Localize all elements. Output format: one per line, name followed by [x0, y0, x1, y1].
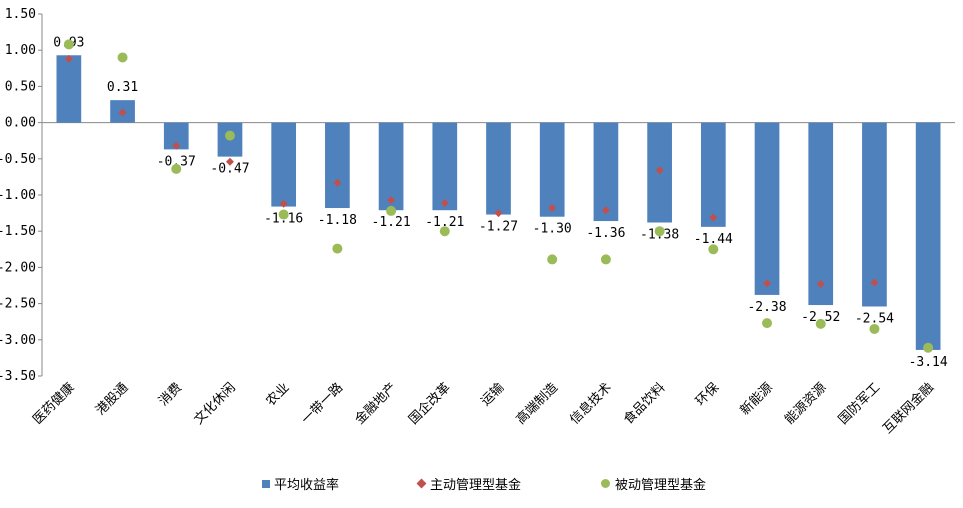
y-tick-label: 1.50 [5, 7, 36, 22]
active-fund-marker [172, 141, 181, 150]
bar-data-label: -2.38 [747, 300, 786, 315]
legend-swatch-bar [262, 479, 270, 488]
passive-fund-marker [439, 226, 450, 237]
bar [808, 122, 834, 306]
x-category-label: 一带一路 [298, 380, 346, 428]
passive-fund-marker [386, 205, 397, 216]
legend-swatch-diamond [416, 478, 427, 489]
passive-fund-marker [815, 318, 826, 329]
passive-fund-marker [63, 39, 74, 50]
legend-label-active-fund: 主动管理型基金 [430, 478, 522, 493]
bar [325, 122, 350, 209]
x-category-label: 医药健康 [30, 380, 78, 428]
bar-data-label: -1.21 [372, 215, 411, 230]
active-fund-marker [763, 279, 772, 288]
passive-fund-marker [224, 130, 235, 141]
bar [862, 122, 887, 307]
x-category-label: 运输 [478, 380, 508, 410]
bar-data-label: -3.14 [909, 355, 948, 370]
y-tick-label: 1.00 [5, 43, 36, 58]
active-fund-marker [548, 204, 557, 213]
bar-data-label: -1.21 [425, 215, 464, 230]
active-fund-marker [494, 209, 503, 218]
passive-fund-marker [923, 342, 934, 353]
y-tick-label: -1.50 [0, 224, 36, 239]
legend-item-active-fund: 主动管理型基金 [416, 474, 522, 493]
bar [754, 122, 780, 295]
bar-data-label: -0.47 [210, 162, 249, 177]
passive-fund-marker [171, 163, 182, 174]
legend-item-avg-return: 平均收益率 [262, 474, 339, 493]
x-category-label: 国防军工 [835, 380, 883, 428]
passive-fund-marker [600, 254, 611, 265]
bar [56, 55, 82, 123]
bar-data-label: -1.30 [533, 222, 572, 237]
legend-label-avg-return: 平均收益率 [274, 478, 340, 493]
x-category-label: 金融地产 [352, 380, 400, 428]
x-category-label: 环保 [693, 380, 722, 409]
bar [271, 122, 297, 207]
y-tick-label: -0.50 [0, 152, 36, 167]
y-tick-label: -3.00 [0, 333, 36, 348]
active-fund-marker [387, 196, 396, 205]
x-category-label: 文化休闲 [191, 380, 238, 427]
y-tick-label: -2.00 [0, 260, 36, 275]
active-fund-marker [440, 198, 449, 207]
active-fund-marker [655, 166, 664, 175]
legend-label-passive-fund: 被动管理型基金 [615, 478, 707, 493]
bar-data-label: -0.37 [157, 154, 196, 169]
y-tick-label: -1.00 [0, 188, 36, 203]
y-tick-label: 0.50 [5, 79, 36, 94]
active-fund-marker [870, 278, 879, 287]
y-tick-label: -2.50 [0, 297, 36, 312]
x-category-label: 港股通 [93, 380, 131, 418]
x-category-label: 农业 [264, 380, 293, 409]
legend-item-passive-fund: 被动管理型基金 [601, 474, 706, 493]
active-fund-marker [279, 199, 288, 208]
bar-data-label: -2.54 [855, 311, 894, 326]
active-fund-marker [118, 108, 127, 117]
x-category-label: 信息技术 [567, 380, 615, 428]
x-category-label: 互联网金融 [880, 380, 937, 437]
bar [432, 122, 458, 211]
passive-fund-marker [708, 244, 719, 255]
bar-data-label: -1.18 [318, 213, 357, 228]
active-fund-marker [601, 206, 610, 215]
x-category-label: 新能源 [737, 380, 776, 419]
bar-data-label: -2.52 [801, 310, 840, 325]
passive-fund-marker [762, 318, 773, 329]
bar [700, 122, 726, 227]
bar-data-label: 0.31 [107, 80, 138, 95]
bar [486, 122, 511, 215]
bar-data-label: -1.36 [586, 226, 625, 241]
passive-fund-marker [654, 226, 665, 237]
passive-fund-marker [332, 243, 343, 254]
x-category-label: 高端制造 [513, 380, 561, 428]
bar [539, 122, 565, 217]
active-fund-marker [816, 280, 825, 289]
y-tick-label: 0.00 [5, 116, 36, 131]
legend: 平均收益率 主动管理型基金 被动管理型基金 [0, 474, 963, 498]
active-fund-marker [709, 213, 718, 222]
x-category-label: 国企改革 [406, 380, 454, 428]
passive-fund-marker [117, 52, 128, 63]
bar-data-label: -1.44 [694, 232, 733, 247]
passive-fund-marker [278, 209, 289, 220]
passive-fund-marker [547, 254, 558, 265]
bar-data-label: -1.27 [479, 220, 518, 235]
passive-fund-marker [869, 323, 880, 334]
chart-area: 1.50 1.00 0.50 0.00 -0.50 -1.00 -1.50 -2.00 -2.5… [0, 7, 955, 437]
y-tick-label: -3.50 [0, 369, 36, 384]
bar [915, 122, 941, 350]
x-category-label: 消费 [156, 380, 185, 409]
bar [378, 122, 404, 211]
active-fund-marker [225, 157, 234, 166]
x-category-label: 能源资源 [782, 380, 829, 427]
legend-swatch-dot [601, 479, 610, 488]
bar [593, 122, 619, 222]
x-category-label: 食品饮料 [620, 380, 668, 428]
active-fund-marker [64, 54, 73, 63]
active-fund-marker [333, 178, 342, 187]
